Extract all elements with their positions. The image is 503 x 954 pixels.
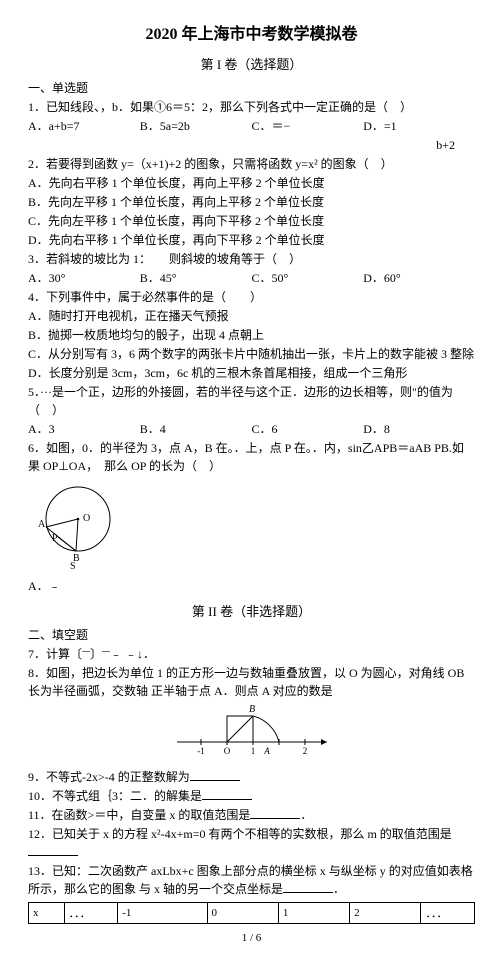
q6-a: A．﹣ [28,577,475,595]
q1-b: B．5a=2b [140,117,252,135]
q1-stem: 1．已知线段、，b．如果①6＝5：2，那么下列各式中一定正确的是（ ） [28,98,475,116]
t-h2: ．．． [64,903,118,924]
nl-A: A [263,746,270,756]
page-number: 1 / 6 [28,932,475,944]
t-h7: ．．． [421,903,475,924]
q5-a: A．3 [28,420,140,438]
q2-c: C．先向左平移 1 个单位长度，再向下平移 2 个单位长度 [28,212,475,230]
q10: 10．不等式组｛3：二．的解集是 [28,787,475,805]
q13: 13．已知：二次函数产 axLbx+c 图象上部分点的横坐标 x 与纵坐标 y … [28,862,475,898]
circle-figure: O P A B S [28,479,475,573]
q8: 8．如图，把边长为单位 1 的正方形一边与数轴重叠放置，以 O 为圆心，对角线 … [28,664,475,700]
q3-options: A．30° B．45° C．50° D．60° [28,269,475,287]
q9: 9．不等式-2x>-4 的正整数解为 [28,768,475,786]
q4-b: B．抛掷一枚质地均匀的骰子，出现 4 点朝上 [28,326,475,344]
t-h4: 0 [207,903,278,924]
t-h6: 2 [350,903,421,924]
part2-heading: 第 II 卷（非选择题） [28,601,475,620]
label-S: S [70,561,76,569]
section1-heading: 一、单选题 [28,79,475,97]
q13-table: x ．．． -1 0 1 2 ．．． [28,902,475,924]
q2-stem: 2．若要得到函数 y=（x+1)+2 的图象，只需将函数 y=x² 的图象（ ） [28,155,475,173]
q1-c: C．＝− [252,117,364,135]
q3-b: B．45° [140,269,252,287]
numberline-figure: B -1 O 1 A 2 [28,704,475,764]
q4-c: C．从分别写有 3，6 两个数字的两张卡片中随机抽出一张，卡片上的数字能被 3 … [28,345,475,363]
q2-a: A．先向右平移 1 个单位长度，再向上平移 2 个单位长度 [28,174,475,192]
nl-label-B: B [248,704,254,715]
q5-stem: 5．···是一个正，边形的外接圆，若的半径与这个正．边形的边长相等，则"的值为（… [28,383,475,419]
q3-c: C．50° [252,269,364,287]
q5-c: C．6 [252,420,364,438]
q4-stem: 4．下列事件中，属于必然事件的是（ ） [28,288,475,306]
q1-a: A．a+b=7 [28,117,140,135]
q11: 11．在函数>＝中，自变量 x 的取值范围是． [28,806,475,824]
q2-b: B．先向左平移 1 个单位长度，再向上平移 2 个单位长度 [28,193,475,211]
label-P: P [52,533,58,544]
q1-options: A．a+b=7 B．5a=2b C．＝− D．=1 [28,117,475,135]
q5-b: B．4 [140,420,252,438]
q3-stem: 3．若斜坡的坡比为 1： 则斜坡的坡角等于（ ） [28,250,475,268]
nl-neg1: -1 [197,746,205,756]
q4-a: A．随时打开电视机，正在播天气预报 [28,307,475,325]
q5-d: D．8 [363,420,475,438]
q3-a: A．30° [28,269,140,287]
label-A: A [38,519,46,530]
part1-heading: 第 I 卷（选择题） [28,54,475,73]
q4-d: D．长度分别是 3cm，3cm，6c 机的三根木条首尾相接，组成一个三角形 [28,364,475,382]
q2-d: D．先向右平移 1 个单位长度，再向下平移 2 个单位长度 [28,231,475,249]
q3-d: D．60° [363,269,475,287]
q7: 7．计算〔ˉˉ〕ˉˉ﹣ ﹣↓． [28,645,475,663]
q12: 12．已知关于 x 的方程 x²-4x+m=0 有两个不相等的实数根，那么 m … [28,825,475,861]
t-h5: 1 [278,903,349,924]
page-title: 2020 年上海市中考数学模拟卷 [28,20,475,44]
nl-1: 1 [250,746,255,756]
nl-2: 2 [302,746,307,756]
q1-d: D．=1 [363,117,475,135]
t-h3: -1 [118,903,207,924]
q5-options: A．3 B．4 C．6 D．8 [28,420,475,438]
label-O: O [83,513,90,524]
q1-extra: b+2 [28,136,475,154]
t-h1: x [29,903,65,924]
q6-stem: 6．如图，0．的半径为 3，点 A，B 在。．上，点 P 在。．内，sin乙AP… [28,439,475,475]
section2-heading: 二、填空题 [28,626,475,644]
nl-O: O [223,746,230,756]
